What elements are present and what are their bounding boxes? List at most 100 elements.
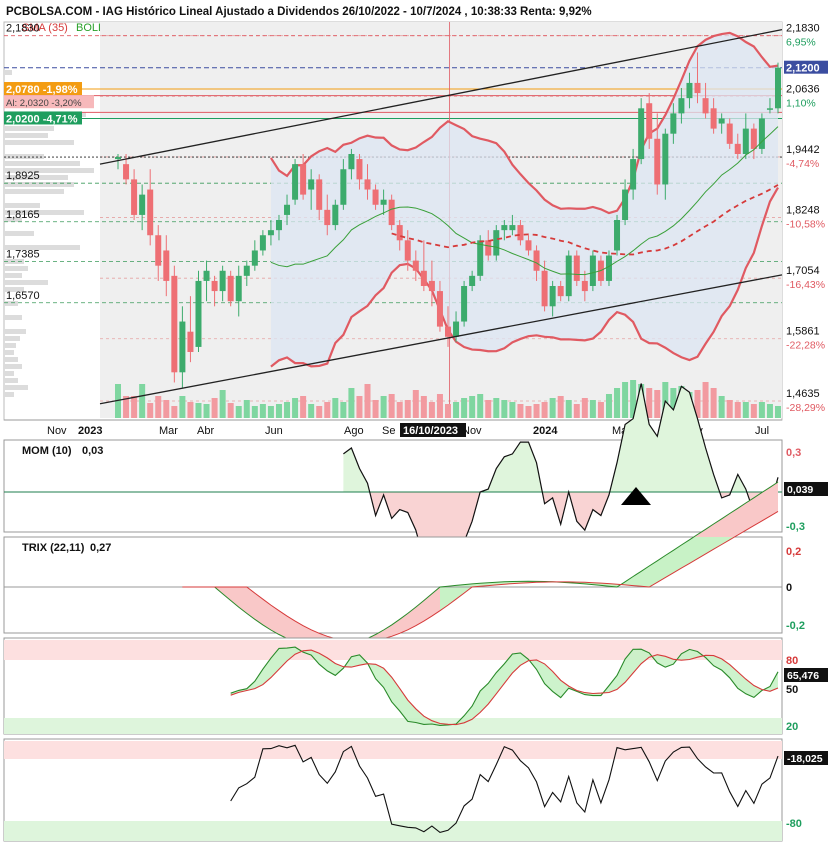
time-label: Jun: [265, 425, 283, 437]
candle-body: [493, 230, 500, 256]
candle: [517, 220, 524, 246]
left-tick-label: 1,7385: [6, 248, 40, 260]
volume-profile-bar: [4, 175, 68, 180]
volume-profile-bar: [4, 182, 74, 187]
candle: [734, 133, 741, 160]
volume-bar: [284, 402, 291, 418]
candle-body: [775, 67, 781, 109]
price-tag-text: 2,0200 -4,71%: [6, 113, 78, 125]
candle: [396, 220, 403, 251]
candle: [702, 82, 709, 119]
candle-body: [364, 179, 371, 190]
volume-bar: [163, 400, 170, 418]
candle: [428, 260, 435, 307]
volume-bar: [227, 403, 234, 418]
candle: [710, 98, 717, 134]
candle: [630, 148, 637, 200]
value-tag: [784, 482, 828, 496]
candle-body: [469, 275, 476, 286]
volume-bar: [300, 396, 307, 418]
volume-bar: [750, 404, 757, 418]
candle: [420, 240, 427, 292]
volume-profile-bar: [4, 350, 14, 355]
price-tag: 2,0200 -4,71%: [4, 111, 82, 125]
volume-profile-bar: [4, 126, 54, 131]
volume-bar: [147, 403, 154, 418]
candle-body: [630, 159, 637, 190]
candle: [171, 265, 178, 383]
volume-bar: [549, 398, 556, 418]
candle: [259, 230, 266, 256]
candle: [493, 225, 500, 261]
price-tag-bg: [4, 95, 94, 109]
candle-body: [750, 128, 757, 149]
candle-body: [678, 98, 685, 114]
candle: [364, 164, 371, 200]
candle-body: [251, 250, 258, 266]
percent-label: -10,58%: [786, 219, 825, 231]
volume-profile-bar: [4, 70, 12, 75]
candle: [461, 280, 468, 327]
oversold-zone: [4, 718, 782, 734]
candle: [775, 62, 781, 114]
time-label: Abr: [197, 425, 214, 437]
sto-fill: [230, 647, 778, 726]
candle-body: [372, 189, 379, 205]
candle-body: [380, 199, 387, 205]
candle: [614, 214, 621, 256]
candle: [549, 280, 556, 317]
volume-bar: [195, 403, 202, 418]
candle: [332, 199, 339, 231]
candle: [412, 250, 419, 281]
candle-body: [614, 220, 621, 251]
price-panel: 2,1830 1,8925 1,8165 1,7385 1,6570 2,1830 2,06…: [3, 21, 828, 421]
panel-tick: 80: [786, 655, 798, 667]
volume-bar: [453, 402, 460, 418]
panel-frame: [3, 536, 783, 634]
candle: [340, 159, 347, 210]
volume-profile-bar: [4, 329, 26, 334]
candle-body: [662, 133, 669, 185]
panel-title: TRIX (22,11): [22, 542, 85, 554]
candle-body: [115, 157, 121, 160]
volume-profile-bar: [4, 301, 18, 306]
volume-bar: [412, 390, 419, 418]
candle-body: [501, 225, 508, 231]
panel-tick: 0: [786, 582, 792, 594]
chart-title: PCBOLSA.COM - IAG Histórico Lineal Ajust…: [6, 6, 592, 18]
candle: [179, 306, 186, 388]
candle-body: [139, 194, 146, 215]
candle: [758, 113, 765, 154]
volume-bar: [670, 388, 677, 418]
candle: [404, 230, 411, 271]
candle-body: [485, 240, 492, 256]
volume-bar: [131, 396, 138, 418]
percent-label: 6,95%: [786, 37, 816, 49]
candle-body: [710, 108, 717, 129]
left-tick-label: 1,8925: [6, 170, 40, 182]
candle-body: [525, 240, 532, 251]
time-label: Ago: [344, 425, 364, 437]
volume-bar: [742, 402, 749, 418]
candle: [622, 179, 629, 226]
trend-resistance: [99, 28, 783, 165]
volume-profile-bar: [4, 217, 22, 222]
price-tag-bg: [784, 60, 828, 74]
candle-body: [694, 82, 701, 94]
candle-body: [147, 189, 154, 236]
candle: [694, 52, 701, 104]
candle: [766, 98, 773, 114]
williams-panel: Willians %R (14)-18,02-80-18,025: [3, 738, 828, 842]
candle: [227, 270, 234, 307]
volume-bar: [734, 402, 741, 418]
volume-bar: [726, 400, 733, 418]
time-label: Nov: [47, 425, 67, 437]
volume-bar: [630, 380, 637, 418]
price-tag-bg: [4, 111, 82, 125]
trix-line: [182, 481, 779, 649]
candle: [372, 184, 379, 210]
percent-label: -4,74%: [786, 158, 819, 170]
volume-bar: [436, 394, 443, 418]
candle-body: [203, 270, 210, 281]
